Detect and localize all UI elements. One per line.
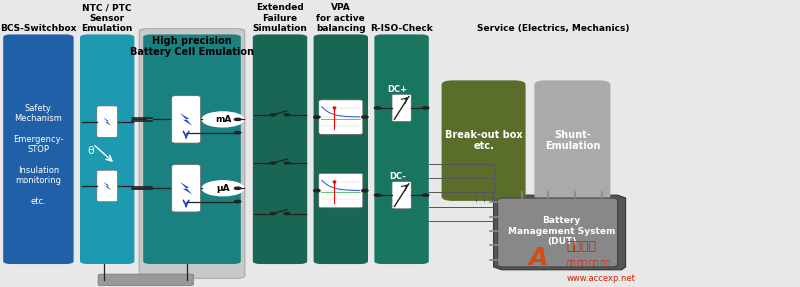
Text: θ: θ [88, 146, 94, 156]
FancyBboxPatch shape [3, 34, 74, 264]
FancyBboxPatch shape [97, 106, 118, 137]
Text: 测试·仪器·工控·集成: 测试·仪器·工控·集成 [566, 259, 610, 269]
Circle shape [270, 162, 276, 164]
Text: Service (Electrics, Mechanics): Service (Electrics, Mechanics) [477, 24, 629, 33]
FancyBboxPatch shape [172, 96, 201, 143]
Circle shape [422, 107, 429, 109]
Text: Break-out box
etc.: Break-out box etc. [445, 130, 522, 152]
Text: Battery
Management System
(DUT): Battery Management System (DUT) [508, 216, 615, 246]
Circle shape [234, 187, 241, 189]
Polygon shape [180, 113, 193, 126]
Circle shape [284, 212, 290, 214]
Circle shape [362, 116, 368, 118]
Circle shape [234, 118, 241, 121]
Circle shape [202, 181, 244, 196]
Text: Safety
Mechanism

Emergency-
STOP

Insulation
monitoring

etc.: Safety Mechanism Emergency- STOP Insulat… [13, 104, 64, 206]
Text: μA: μA [216, 184, 230, 193]
FancyBboxPatch shape [374, 34, 429, 264]
Text: Shunt-
Emulation: Shunt- Emulation [545, 130, 600, 152]
FancyBboxPatch shape [314, 34, 368, 264]
FancyBboxPatch shape [97, 170, 118, 202]
FancyBboxPatch shape [172, 165, 201, 212]
FancyBboxPatch shape [80, 34, 134, 264]
FancyBboxPatch shape [318, 173, 363, 208]
Text: DC-: DC- [389, 172, 406, 181]
Circle shape [284, 114, 290, 116]
Circle shape [422, 194, 429, 196]
FancyBboxPatch shape [253, 34, 307, 264]
Circle shape [284, 162, 290, 164]
Text: R-ISO-Check: R-ISO-Check [370, 24, 433, 33]
FancyBboxPatch shape [498, 198, 618, 267]
FancyBboxPatch shape [442, 80, 526, 201]
Circle shape [314, 116, 320, 118]
Text: High precision
Battery Cell Emulation: High precision Battery Cell Emulation [130, 36, 254, 57]
Text: DC+: DC+ [387, 85, 408, 94]
Polygon shape [494, 195, 626, 270]
Circle shape [362, 189, 368, 192]
Polygon shape [103, 117, 111, 126]
Circle shape [314, 189, 320, 192]
Text: A: A [529, 246, 548, 270]
FancyBboxPatch shape [392, 181, 411, 209]
Text: mA: mA [214, 115, 231, 124]
Circle shape [202, 112, 244, 127]
Circle shape [270, 114, 276, 116]
FancyBboxPatch shape [98, 274, 194, 286]
FancyBboxPatch shape [318, 100, 363, 134]
Text: 艾克赛普: 艾克赛普 [566, 240, 596, 253]
Circle shape [234, 131, 241, 134]
FancyBboxPatch shape [143, 34, 241, 264]
Text: VPA
for active
balancing: VPA for active balancing [316, 3, 366, 33]
Text: Extended
Failure
Simulation: Extended Failure Simulation [253, 3, 307, 33]
Text: www.accexp.net: www.accexp.net [566, 274, 635, 283]
Circle shape [374, 107, 381, 109]
Circle shape [234, 200, 241, 203]
FancyBboxPatch shape [534, 80, 610, 201]
Text: NTC / PTC
Sensor
Emulation: NTC / PTC Sensor Emulation [82, 3, 133, 33]
Text: BCS-Switchbox: BCS-Switchbox [0, 24, 77, 33]
Circle shape [270, 212, 276, 214]
FancyBboxPatch shape [437, 34, 669, 264]
Circle shape [374, 194, 381, 196]
Polygon shape [180, 182, 193, 195]
Polygon shape [103, 182, 111, 190]
FancyBboxPatch shape [392, 94, 411, 122]
FancyBboxPatch shape [139, 29, 245, 278]
